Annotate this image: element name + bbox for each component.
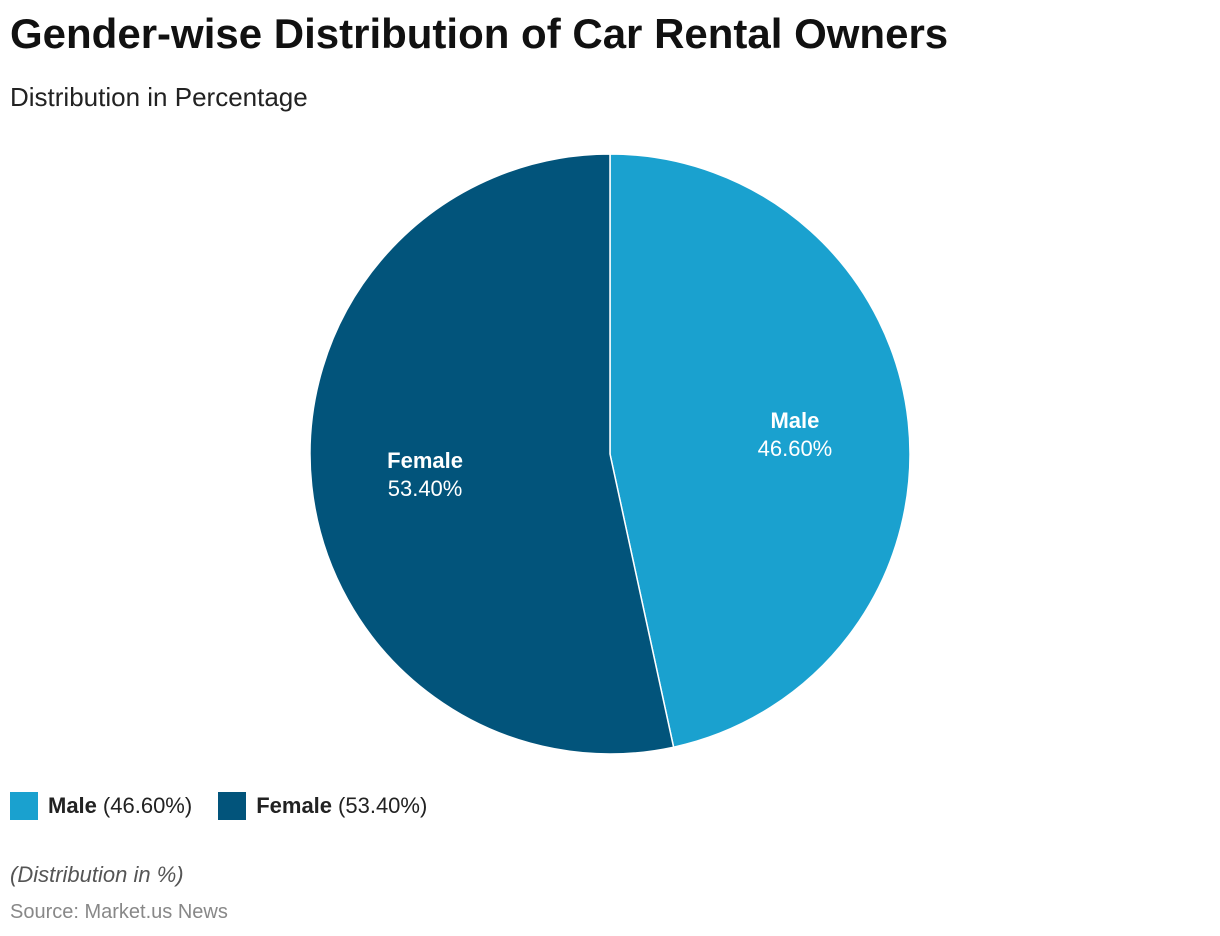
slice-value-male: 46.60%: [758, 436, 833, 461]
chart-footnote: (Distribution in %): [10, 862, 184, 887]
chart-title: Gender-wise Distribution of Car Rental O…: [10, 10, 949, 57]
slice-label-male: Male: [770, 408, 819, 433]
pie-slice-male: [609, 153, 911, 749]
legend-item-male: Male (46.60%): [10, 792, 192, 820]
chart-source: Source: Market.us News: [10, 901, 228, 923]
pie-slices: [309, 153, 911, 755]
pie-slice-female: [309, 153, 675, 755]
legend-swatch-male: [10, 792, 38, 820]
slice-value-female: 53.40%: [388, 476, 463, 501]
chart-legend: Male (46.60%) Female (53.40%): [10, 792, 453, 820]
chart-subtitle: Distribution in Percentage: [10, 82, 308, 112]
legend-label-male: Male: [48, 793, 97, 818]
pie-chart: Male 46.60% Female 53.40%: [309, 153, 911, 755]
legend-label-female: Female: [256, 793, 333, 818]
pie-labels: Male 46.60% Female 53.40%: [387, 408, 832, 501]
legend-value-male: (46.60%): [102, 793, 193, 818]
legend-swatch-female: [218, 792, 247, 820]
legend-value-female: (53.40%): [338, 793, 428, 818]
slice-label-female: Female: [387, 448, 463, 473]
legend-item-female: Female (53.40%): [218, 792, 427, 820]
